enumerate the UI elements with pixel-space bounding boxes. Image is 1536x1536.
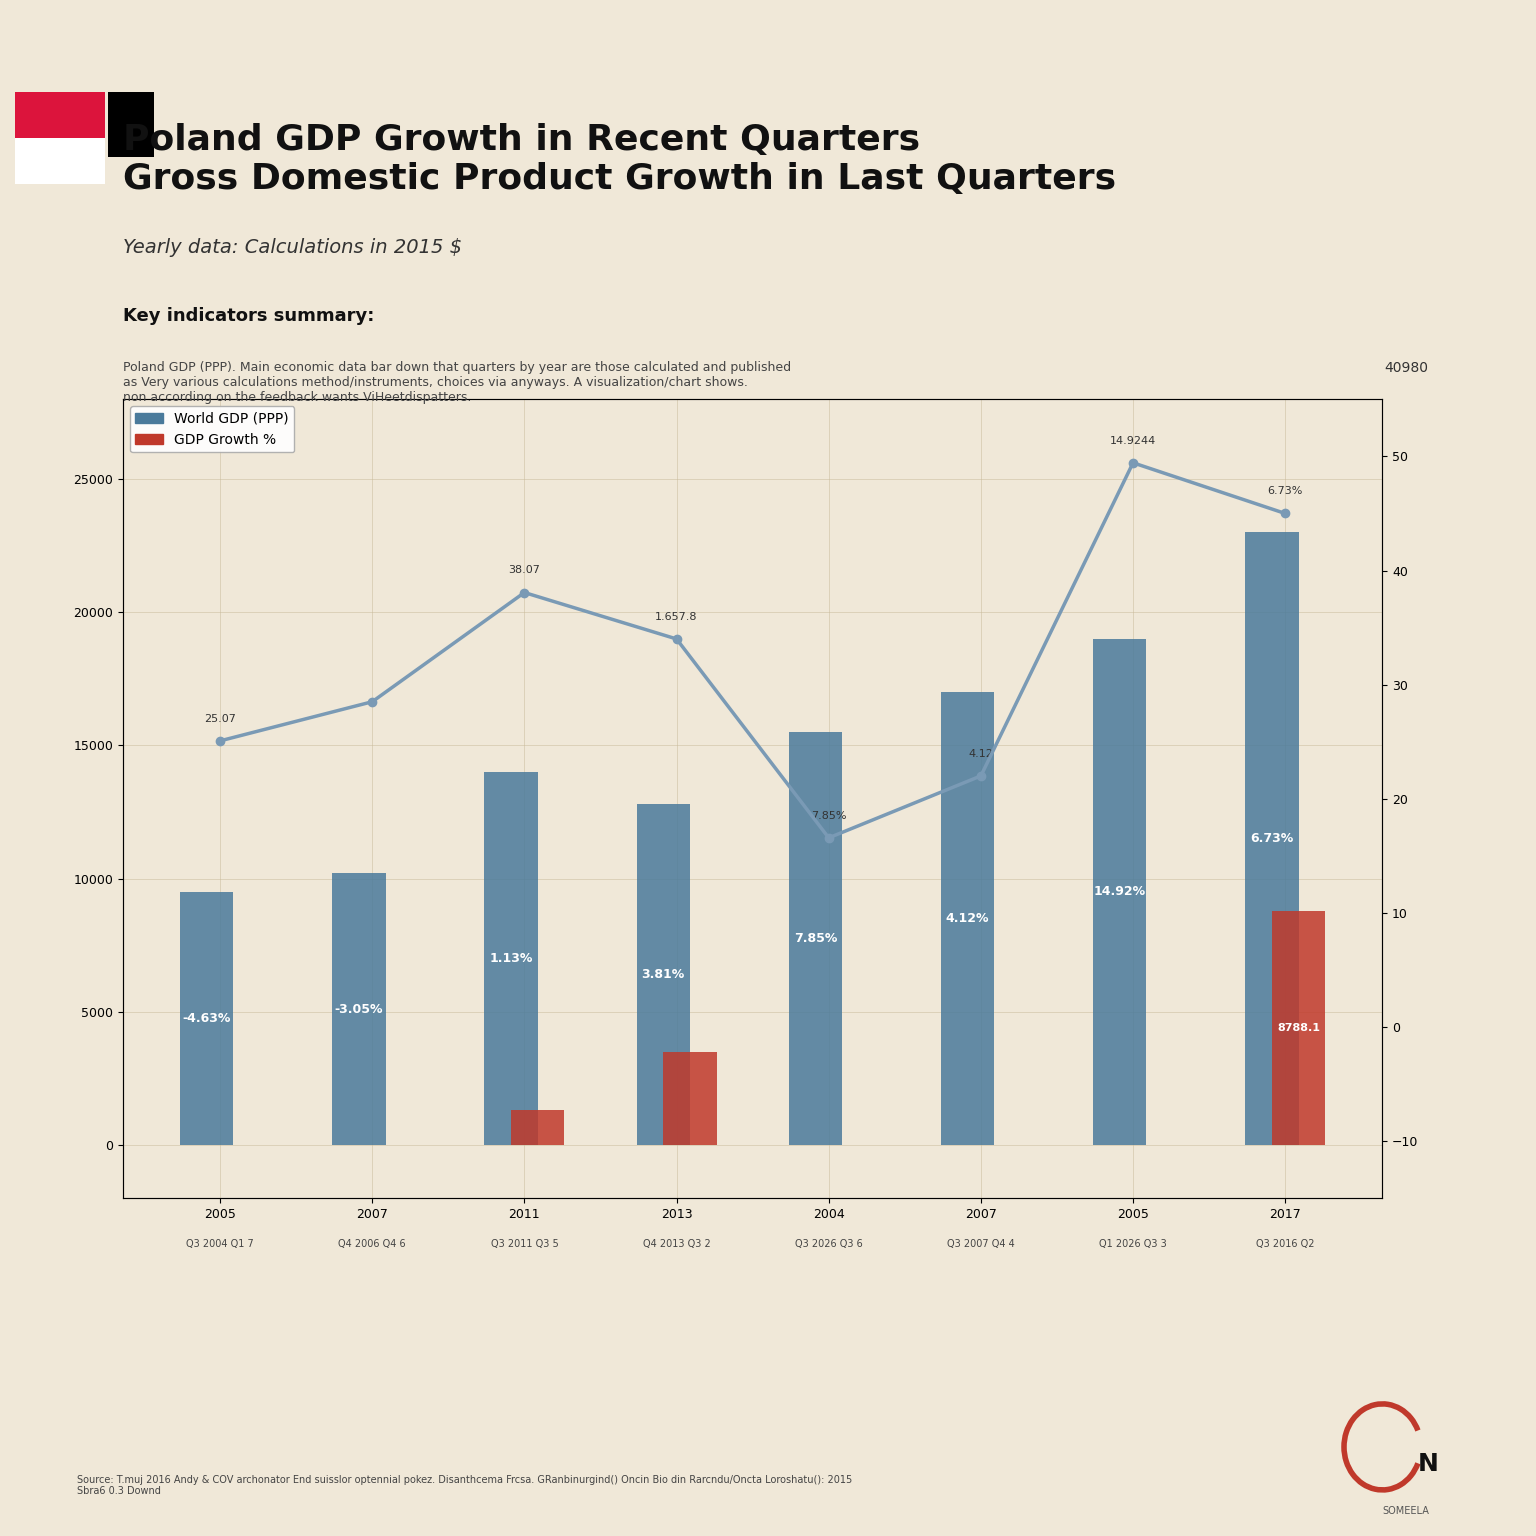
Text: 40980: 40980 — [1384, 361, 1428, 375]
Bar — [15, 184, 104, 230]
Bar — [511, 1111, 564, 1144]
Text: Poland GDP Growth in Recent Quarters
Gross Domestic Product Growth in Last Quart: Poland GDP Growth in Recent Quarters Gro… — [123, 123, 1117, 197]
Text: N: N — [1418, 1453, 1439, 1476]
Text: 8788.1: 8788.1 — [1276, 1023, 1319, 1032]
Text: -3.05%: -3.05% — [335, 1003, 382, 1015]
Text: Q4 2013 Q3 2: Q4 2013 Q3 2 — [642, 1238, 711, 1249]
Bar — [1094, 639, 1146, 1144]
Bar — [15, 92, 104, 138]
Text: Q3 2011 Q3 5: Q3 2011 Q3 5 — [490, 1238, 558, 1249]
Text: 1.13%: 1.13% — [490, 952, 533, 965]
Bar — [108, 92, 154, 157]
Text: Yearly data: Calculations in 2015 $: Yearly data: Calculations in 2015 $ — [123, 238, 462, 257]
Bar — [332, 874, 386, 1144]
Text: 6.73%: 6.73% — [1250, 833, 1293, 845]
Text: Q3 2007 Q4 4: Q3 2007 Q4 4 — [948, 1238, 1015, 1249]
Text: 3.81%: 3.81% — [642, 968, 685, 982]
Text: Q3 2026 Q3 6: Q3 2026 Q3 6 — [794, 1238, 863, 1249]
Text: Source: T.muj 2016 Andy & COV archonator End suisslor optennial pokez. Disanthce: Source: T.muj 2016 Andy & COV archonator… — [77, 1475, 852, 1496]
Legend: World GDP (PPP), GDP Growth %: World GDP (PPP), GDP Growth % — [131, 407, 295, 453]
Text: Q3 2016 Q2: Q3 2016 Q2 — [1256, 1238, 1315, 1249]
Bar — [790, 733, 842, 1144]
Text: 7.85%: 7.85% — [811, 811, 846, 820]
Text: 14.9244: 14.9244 — [1111, 436, 1157, 445]
Text: 38.07: 38.07 — [508, 565, 541, 576]
Text: Key indicators summary:: Key indicators summary: — [123, 307, 375, 326]
Text: Poland GDP (PPP). Main economic data bar down that quarters by year are those ca: Poland GDP (PPP). Main economic data bar… — [123, 361, 791, 404]
Text: Q3 2004 Q1 7: Q3 2004 Q1 7 — [186, 1238, 253, 1249]
Text: 4.12%: 4.12% — [946, 912, 989, 925]
Bar — [942, 693, 994, 1144]
Bar — [664, 1052, 716, 1144]
Bar — [1272, 911, 1326, 1144]
Text: 6.73%: 6.73% — [1267, 487, 1303, 496]
Text: SOMEELA: SOMEELA — [1382, 1507, 1428, 1516]
Text: Q4 2006 Q4 6: Q4 2006 Q4 6 — [338, 1238, 406, 1249]
Text: 14.92%: 14.92% — [1094, 885, 1146, 899]
Text: Q1 2026 Q3 3: Q1 2026 Q3 3 — [1100, 1238, 1167, 1249]
Bar — [484, 773, 538, 1144]
Bar — [15, 138, 104, 184]
Text: -4.63%: -4.63% — [183, 1012, 230, 1025]
Bar — [1246, 533, 1298, 1144]
Text: 1.657.8: 1.657.8 — [656, 611, 697, 622]
Text: 25.07: 25.07 — [204, 714, 237, 723]
Text: 7.85%: 7.85% — [794, 932, 837, 945]
Bar — [636, 803, 690, 1144]
Text: 4.12: 4.12 — [968, 748, 994, 759]
Bar — [180, 892, 233, 1144]
